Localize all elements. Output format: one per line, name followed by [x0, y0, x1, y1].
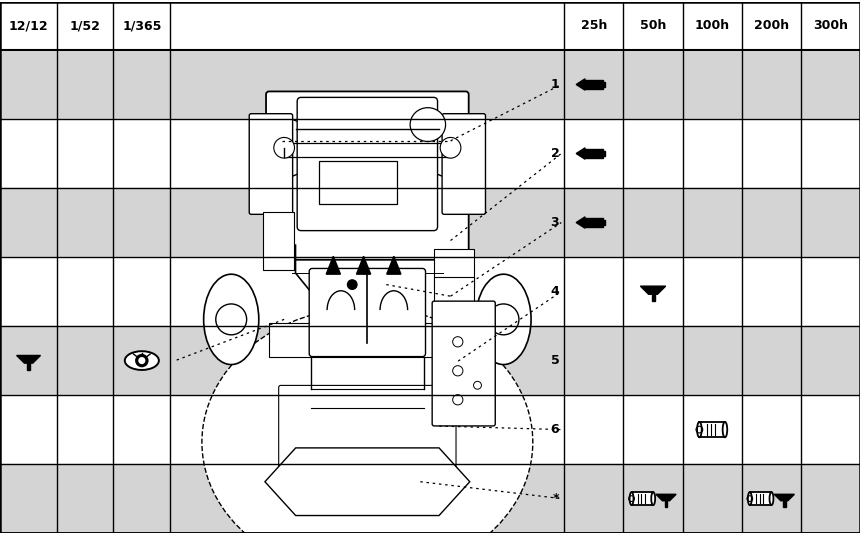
FancyBboxPatch shape: [266, 91, 469, 260]
Bar: [0, 257, 860, 326]
Polygon shape: [576, 148, 585, 159]
Ellipse shape: [410, 108, 445, 141]
Text: 300h: 300h: [813, 19, 848, 33]
Bar: [434, 277, 474, 316]
Bar: [601, 151, 605, 156]
FancyBboxPatch shape: [249, 114, 292, 215]
Text: 5: 5: [550, 354, 559, 367]
Polygon shape: [265, 448, 470, 516]
Circle shape: [440, 137, 461, 158]
Bar: [585, 80, 603, 89]
Bar: [434, 249, 474, 288]
Ellipse shape: [748, 492, 752, 505]
Polygon shape: [16, 355, 40, 363]
Polygon shape: [576, 79, 585, 90]
Text: 1/365: 1/365: [122, 19, 162, 33]
Text: 1/52: 1/52: [70, 19, 101, 33]
Bar: [699, 422, 725, 437]
Bar: [0, 119, 860, 188]
Text: 25h: 25h: [580, 19, 607, 33]
Bar: [434, 310, 474, 339]
Circle shape: [488, 304, 519, 335]
FancyBboxPatch shape: [310, 269, 426, 357]
Ellipse shape: [125, 351, 159, 370]
Ellipse shape: [476, 274, 531, 364]
Bar: [0, 464, 860, 533]
FancyBboxPatch shape: [433, 301, 495, 426]
Polygon shape: [774, 494, 795, 501]
Bar: [28, 363, 30, 370]
Circle shape: [255, 118, 314, 177]
Circle shape: [273, 137, 294, 158]
Bar: [0, 395, 860, 464]
Text: 1: 1: [550, 78, 559, 91]
Ellipse shape: [204, 274, 259, 364]
Circle shape: [452, 395, 463, 405]
Text: 3: 3: [550, 216, 559, 229]
Bar: [585, 149, 603, 158]
Circle shape: [216, 304, 247, 335]
Bar: [665, 501, 667, 507]
Bar: [601, 82, 605, 87]
Polygon shape: [357, 256, 371, 274]
Text: 2: 2: [550, 147, 559, 160]
Circle shape: [474, 381, 482, 389]
Bar: [263, 211, 294, 270]
Text: 4: 4: [550, 285, 559, 298]
Ellipse shape: [697, 422, 702, 437]
Bar: [585, 218, 603, 227]
Bar: [631, 492, 654, 505]
Text: 12/12: 12/12: [9, 19, 48, 33]
Circle shape: [421, 118, 480, 177]
Bar: [0, 2, 860, 50]
Bar: [0, 326, 860, 395]
Polygon shape: [326, 256, 341, 274]
Ellipse shape: [770, 492, 773, 505]
Circle shape: [452, 337, 463, 347]
Ellipse shape: [722, 422, 728, 437]
Text: 6: 6: [550, 423, 559, 436]
Ellipse shape: [630, 492, 634, 505]
Circle shape: [347, 280, 357, 289]
Bar: [0, 50, 860, 119]
FancyBboxPatch shape: [298, 97, 438, 231]
Circle shape: [452, 365, 463, 376]
Text: 200h: 200h: [753, 19, 789, 33]
Polygon shape: [576, 217, 585, 228]
Bar: [0, 188, 860, 257]
FancyBboxPatch shape: [442, 114, 486, 215]
Circle shape: [138, 357, 145, 364]
Circle shape: [135, 354, 149, 368]
Polygon shape: [656, 494, 676, 501]
Bar: [750, 492, 771, 505]
Bar: [269, 324, 466, 357]
Bar: [601, 220, 605, 225]
Text: 50h: 50h: [640, 19, 666, 33]
Polygon shape: [387, 256, 401, 274]
Bar: [783, 501, 785, 507]
Text: 100h: 100h: [695, 19, 730, 33]
Polygon shape: [641, 286, 666, 294]
FancyBboxPatch shape: [279, 385, 456, 476]
Bar: [318, 161, 397, 204]
Ellipse shape: [202, 307, 533, 535]
Bar: [652, 294, 654, 302]
Text: *: *: [553, 492, 559, 505]
Ellipse shape: [651, 492, 655, 505]
